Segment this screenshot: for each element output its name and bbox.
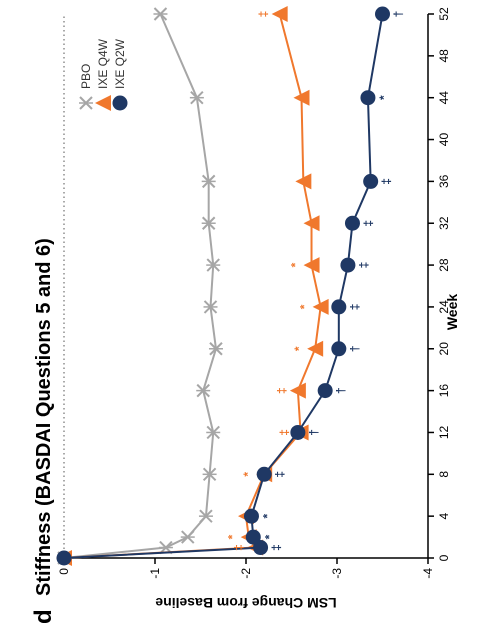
marker-triangle	[293, 89, 310, 106]
marker-circle	[290, 424, 306, 440]
marker-circle	[363, 173, 379, 189]
marker-circle	[331, 299, 347, 315]
significance-label: †	[334, 387, 348, 394]
marker-circle	[253, 540, 269, 556]
marker-x	[208, 342, 223, 356]
marker-circle	[340, 257, 356, 273]
marker-x	[203, 300, 218, 314]
significance-label: *	[226, 534, 240, 539]
week-tick-label: 4	[437, 512, 451, 519]
marker-triangle	[295, 173, 312, 190]
series-layer	[56, 6, 390, 566]
marker-x	[153, 7, 168, 21]
significance-label: *	[260, 513, 274, 518]
week-tick-label: 12	[437, 425, 451, 439]
panel-letter: d	[30, 609, 57, 624]
significance-label: ‡	[357, 262, 371, 269]
marker-x	[180, 530, 195, 544]
significance-label: *	[241, 472, 255, 477]
value-tick-label: -3	[330, 568, 344, 579]
significance-label: ‡	[278, 429, 292, 436]
legend: PBO IXE Q4W IXE Q2W	[79, 38, 128, 111]
series-line	[63, 13, 217, 559]
marker-x	[202, 467, 217, 482]
significance-label: †	[392, 11, 406, 18]
title-group: d Stiffness (BASDAI Questions 5 and 6)	[30, 238, 57, 624]
marker-circle	[317, 383, 333, 399]
marker-circle	[112, 95, 128, 111]
marker-x	[201, 216, 216, 230]
week-tick-label: 52	[437, 7, 451, 21]
value-tick-label: -4	[421, 568, 435, 579]
week-tick-label: 32	[437, 216, 451, 230]
significance-label: †	[307, 429, 321, 436]
marker-circle	[375, 6, 390, 22]
marker-circle	[344, 215, 360, 231]
week-tick-label: 8	[437, 471, 451, 478]
marker-triangle	[289, 382, 306, 399]
annotation-layer: ‡ * * ‡ ‡ * * * ‡ ‡ * * ‡ † † † ‡ ‡ ‡ ‡ * †	[226, 11, 406, 551]
marker-circle	[256, 466, 272, 482]
marker-triangle	[303, 257, 320, 274]
week-tick-label: 16	[437, 384, 451, 398]
significance-label: ‡	[275, 387, 289, 394]
significance-label: *	[262, 534, 276, 539]
series-line	[63, 13, 384, 559]
marker-circle	[245, 529, 261, 545]
marker-x	[206, 425, 221, 440]
marker-triangle	[271, 6, 288, 22]
week-tick-label: 0	[437, 554, 451, 561]
value-tick-label: -1	[148, 568, 162, 579]
significance-label: ‡	[270, 544, 284, 551]
marker-x	[201, 174, 216, 189]
marker-triangle	[307, 340, 324, 357]
week-tick-label: 48	[437, 49, 451, 63]
significance-label: *	[298, 304, 312, 309]
y-axis-title: LSM Change from Baseline	[155, 595, 336, 611]
marker-circle	[360, 90, 376, 106]
value-tick-label: 0	[57, 568, 71, 575]
week-tick-label: 24	[437, 300, 451, 314]
significance-label: *	[292, 346, 306, 351]
week-tick-label: 40	[437, 133, 451, 147]
legend-label: PBO	[79, 64, 93, 89]
marker-triangle	[312, 298, 329, 315]
marker-x	[206, 258, 221, 272]
marker-circle	[331, 341, 347, 357]
marker-x	[196, 383, 211, 398]
significance-label: ‡	[361, 220, 375, 227]
week-tick-label: 44	[437, 91, 451, 105]
legend-label: IXE Q4W	[96, 38, 110, 89]
marker-triangle	[95, 95, 111, 111]
marker-circle	[243, 508, 259, 524]
marker-circle	[56, 550, 72, 566]
significance-label: ‡	[232, 544, 246, 551]
chart-title: Stiffness (BASDAI Questions 5 and 6)	[33, 238, 55, 596]
significance-label: †	[348, 345, 362, 352]
week-tick-label: 36	[437, 174, 451, 188]
significance-label: ‡	[348, 304, 362, 311]
week-tick-label: 28	[437, 258, 451, 272]
marker-x	[198, 509, 213, 523]
marker-x	[189, 90, 204, 105]
x-axis-title: Week	[444, 294, 460, 331]
value-tick-label: -2	[239, 568, 253, 579]
marker-triangle	[303, 215, 320, 232]
legend-label: IXE Q2W	[113, 38, 127, 89]
week-tick-label: 20	[437, 342, 451, 356]
significance-label: *	[377, 95, 391, 100]
significance-label: ‡	[257, 11, 271, 18]
significance-label: ‡	[273, 471, 287, 478]
significance-label: *	[289, 262, 303, 267]
significance-label: ‡	[380, 178, 394, 185]
marker-x	[79, 96, 93, 110]
